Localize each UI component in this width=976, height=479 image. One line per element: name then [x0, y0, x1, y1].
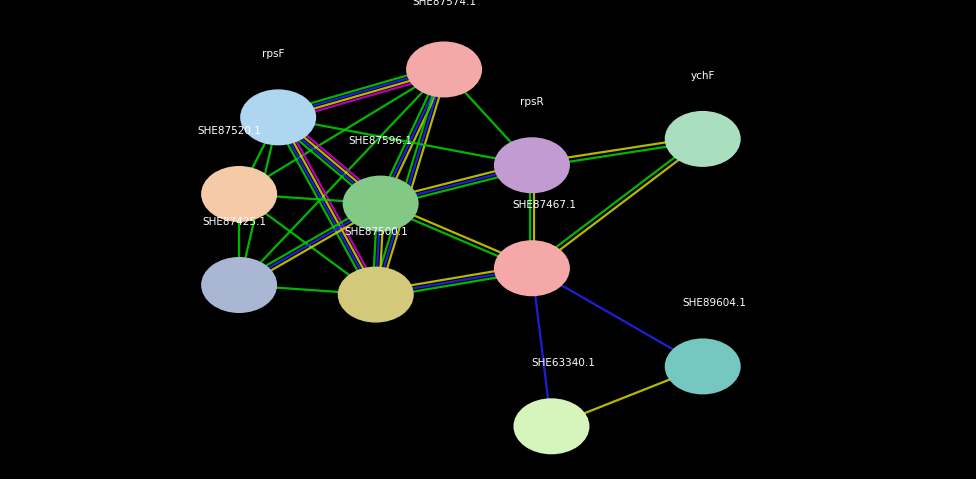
- Ellipse shape: [343, 176, 419, 231]
- Text: rpsF: rpsF: [262, 49, 284, 59]
- Ellipse shape: [494, 137, 570, 193]
- Text: SHE87574.1: SHE87574.1: [412, 0, 476, 8]
- Ellipse shape: [338, 267, 414, 322]
- Text: SHE87467.1: SHE87467.1: [512, 200, 576, 210]
- Text: SHE87425.1: SHE87425.1: [202, 217, 266, 227]
- Text: SHE89604.1: SHE89604.1: [683, 298, 747, 308]
- Text: SHE87520.1: SHE87520.1: [197, 126, 261, 136]
- Text: SHE87596.1: SHE87596.1: [348, 136, 413, 146]
- Ellipse shape: [665, 339, 741, 394]
- Ellipse shape: [513, 399, 590, 454]
- Ellipse shape: [201, 257, 277, 313]
- Ellipse shape: [406, 42, 482, 97]
- Text: ychF: ychF: [691, 71, 714, 81]
- Text: SHE87500.1: SHE87500.1: [344, 227, 408, 237]
- Ellipse shape: [240, 90, 316, 145]
- Text: rpsR: rpsR: [520, 97, 544, 107]
- Ellipse shape: [201, 166, 277, 222]
- Ellipse shape: [494, 240, 570, 296]
- Ellipse shape: [665, 111, 741, 167]
- Text: SHE63340.1: SHE63340.1: [532, 358, 595, 368]
